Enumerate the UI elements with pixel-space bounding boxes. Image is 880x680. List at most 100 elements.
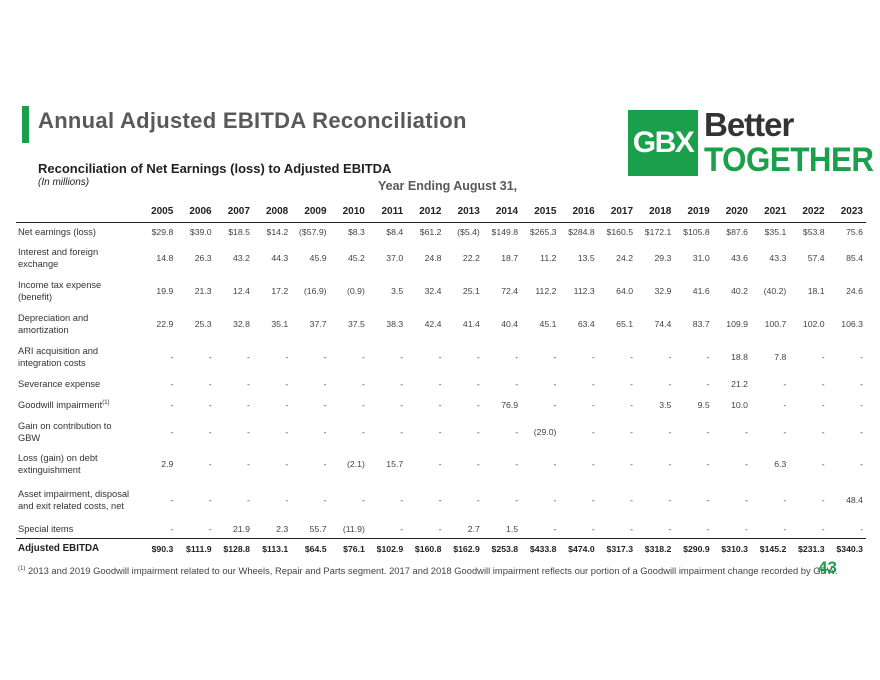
value-cell: (40.2): [763, 285, 787, 296]
logo-tagline-line1: Better: [704, 106, 794, 143]
value-cell: 102.0: [802, 318, 825, 329]
value-cell: 75.6: [846, 227, 863, 238]
page-title: Annual Adjusted EBITDA Reconciliation: [38, 108, 467, 133]
value-cell: 106.3: [841, 318, 863, 329]
value-cell: -: [515, 351, 519, 362]
footnote-marker: (1): [18, 565, 26, 572]
year-header-cell: 2019: [674, 202, 713, 223]
value-cell: -: [170, 523, 174, 534]
value-cell: -: [361, 400, 365, 410]
value-cell: $149.8: [491, 227, 519, 238]
value-cell: -: [553, 523, 557, 534]
value-cell: 35.1: [271, 318, 289, 329]
value-cell: -: [438, 351, 442, 362]
value-cell: -: [438, 379, 442, 389]
value-cell: -: [706, 494, 710, 505]
value-cell: 112.3: [573, 285, 595, 296]
value-cell: 45.2: [347, 252, 365, 263]
page-number: 43: [818, 558, 837, 577]
value-cell: -: [860, 458, 863, 469]
value-cell: -: [745, 494, 748, 505]
value-cell: 11.2: [540, 252, 557, 263]
value-cell: -: [247, 458, 250, 469]
value-cell: -: [783, 494, 787, 505]
logo-tagline-line2: TOGETHER: [704, 141, 874, 179]
year-header-cell: 2011: [367, 202, 407, 223]
value-cell: 17.2: [271, 285, 289, 296]
value-cell: 15.7: [386, 458, 404, 469]
total-value-cell: $231.3: [789, 538, 828, 558]
value-cell: -: [400, 426, 404, 437]
value-cell: 85.4: [846, 252, 863, 263]
year-header-cell: 2013: [444, 202, 483, 223]
row-label: Depreciation and amortization: [16, 308, 138, 340]
footnote-text: 2013 and 2019 Goodwill impairment relate…: [25, 565, 838, 576]
reconciliation-table: 2005 2006 2007 2008 2009 2010 2011 2012 2013 2014…: [16, 202, 866, 558]
value-cell: 74.4: [654, 318, 672, 329]
value-cell: 32.9: [654, 285, 672, 296]
value-cell: 12.4: [233, 285, 250, 296]
value-cell: 44.3: [271, 252, 289, 263]
value-cell: -: [323, 426, 327, 437]
value-cell: (2.1): [347, 458, 365, 469]
value-cell: -: [323, 458, 327, 469]
value-cell: -: [247, 494, 250, 505]
value-cell: 21.3: [194, 285, 212, 296]
row-label-text: Special items: [18, 523, 74, 534]
value-cell: -: [361, 426, 365, 437]
year-header-cell: 2012: [406, 202, 445, 223]
value-cell: $87.6: [726, 227, 748, 238]
label-header: [16, 202, 138, 223]
value-cell: 24.2: [616, 252, 634, 263]
gbx-logo: GBX Better TOGETHER: [626, 106, 874, 179]
value-cell: 45.9: [309, 252, 327, 263]
value-cell: -: [591, 494, 595, 505]
value-cell: -: [400, 379, 404, 389]
value-cell: -: [170, 426, 174, 437]
value-cell: 43.2: [233, 252, 250, 263]
row-label-text: Loss (gain) on debt extinguishment: [18, 452, 98, 475]
total-value-cell: $433.8: [521, 538, 560, 558]
value-cell: -: [668, 426, 672, 437]
table-row: Severance expense - - - - - - - - - - - - - - - 21.2 - - -: [16, 374, 866, 395]
value-cell: -: [745, 523, 748, 534]
value-cell: -: [553, 458, 557, 469]
value-cell: (16.9): [303, 285, 327, 296]
value-cell: -: [591, 523, 595, 534]
table-subtitle: Reconciliation of Net Earnings (loss) to…: [38, 161, 392, 176]
value-cell: -: [438, 494, 442, 505]
value-cell: 57.4: [807, 252, 825, 263]
row-label: Special items: [16, 520, 138, 539]
value-cell: -: [170, 351, 174, 362]
table-row: Special items - - 21.9 2.3 55.7 (11.9) - - 2.7 1.5…: [16, 520, 866, 539]
value-cell: 10.0: [731, 400, 748, 410]
value-cell: -: [285, 400, 289, 410]
row-label-text: Depreciation and amortization: [18, 312, 89, 335]
value-cell: -: [591, 400, 595, 410]
value-cell: 100.7: [764, 318, 787, 329]
value-cell: -: [591, 458, 595, 469]
value-cell: -: [630, 494, 634, 505]
row-label-text: Gain on contribution to GBW: [18, 420, 112, 443]
value-cell: -: [706, 351, 710, 362]
total-value-cell: $160.8: [406, 538, 445, 558]
value-cell: 7.8: [774, 351, 787, 362]
value-cell: 65.1: [616, 318, 634, 329]
value-cell: 37.7: [309, 318, 327, 329]
value-cell: 22.2: [462, 252, 480, 263]
value-cell: 41.4: [462, 318, 480, 329]
year-header-cell: 2009: [291, 202, 330, 223]
value-cell: -: [515, 379, 519, 389]
table-row: Depreciation and amortization 22.9 25.3 32.…: [16, 308, 866, 340]
value-cell: -: [208, 523, 212, 534]
row-label: Net earnings (loss): [16, 223, 138, 242]
value-cell: -: [630, 400, 634, 410]
value-cell: $265.3: [529, 227, 557, 238]
value-cell: $29.8: [151, 227, 174, 238]
value-cell: 48.4: [846, 494, 863, 505]
value-cell: 83.7: [692, 318, 710, 329]
year-header-cell: 2017: [597, 202, 637, 223]
value-cell: 18.7: [501, 252, 519, 263]
value-cell: -: [476, 494, 480, 505]
year-header-cell: 2015: [521, 202, 560, 223]
